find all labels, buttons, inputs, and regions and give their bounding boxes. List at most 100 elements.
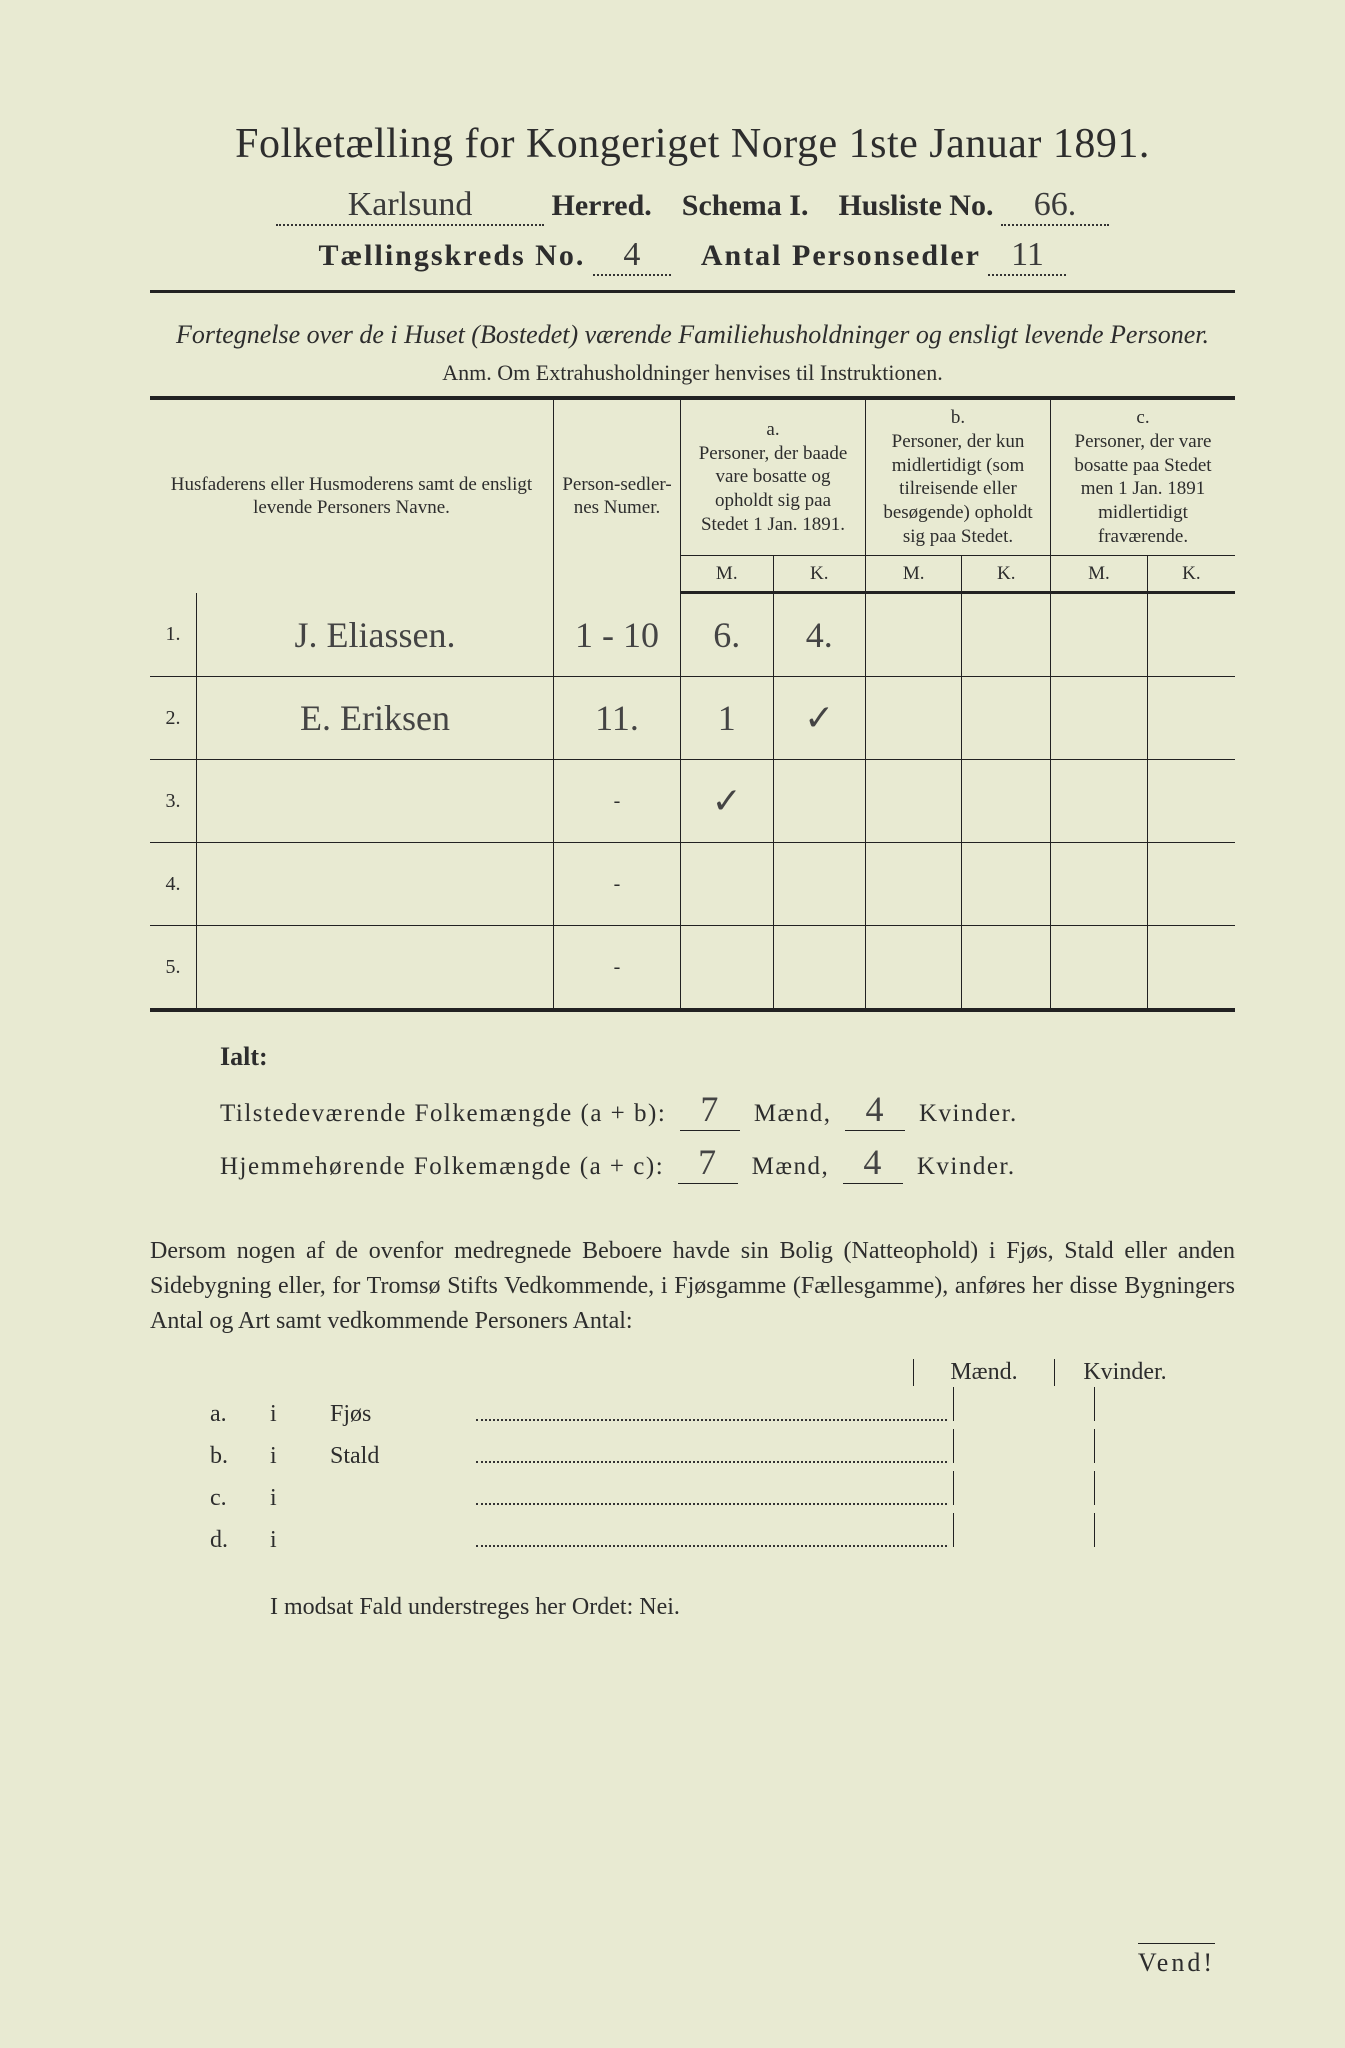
col-a-k: K. [773, 555, 866, 593]
herred-field[interactable]: Karlsund [276, 186, 544, 226]
col-b-text: Personer, der kun midlertidigt (som tilr… [874, 430, 1042, 549]
kvinder-label: Kvinder. [917, 1153, 1016, 1180]
divider [150, 290, 1235, 293]
col-b-header: b. Personer, der kun midlertidigt (som t… [866, 398, 1051, 555]
sublist-m[interactable] [953, 1513, 1094, 1547]
sublist-a: a. [210, 1401, 270, 1428]
sublist-row: c. i [210, 1470, 1235, 1512]
dotted-fill[interactable] [476, 1521, 947, 1547]
sublist-a: b. [210, 1443, 270, 1470]
row-a-k[interactable]: ✓ [804, 698, 834, 738]
sublist-m[interactable] [953, 1471, 1094, 1505]
col-name-header: Husfaderens eller Husmoderens samt de en… [150, 398, 554, 593]
col-a-header: a. Personer, der baade vare bosatte og o… [681, 398, 866, 555]
col-c-label: c. [1059, 406, 1227, 430]
antal-field[interactable]: 11 [988, 236, 1066, 276]
col-a-text: Personer, der baade vare bosatte og opho… [689, 442, 857, 537]
anm-note: Anm. Om Extrahusholdninger henvises til … [150, 360, 1235, 386]
dotted-fill[interactable] [476, 1395, 947, 1421]
row-a-m[interactable]: 1 [718, 698, 736, 738]
maend-label: Mænd, [752, 1153, 830, 1180]
summary2-k[interactable]: 4 [843, 1141, 903, 1184]
fortegnelse-heading: Fortegnelse over de i Huset (Bostedet) v… [150, 317, 1235, 352]
maend-label: Mænd, [754, 1100, 832, 1127]
dotted-fill[interactable] [476, 1479, 947, 1505]
col-a-m: M. [681, 555, 774, 593]
sublist-m[interactable] [953, 1429, 1094, 1463]
sublist-row: b. i Stald [210, 1428, 1235, 1470]
table-row: 5. - [150, 926, 1235, 1011]
row-pers[interactable]: - [614, 956, 621, 978]
summary1-m[interactable]: 7 [680, 1088, 740, 1131]
table-row: 4. - [150, 843, 1235, 926]
row-a-m[interactable]: 6. [713, 615, 740, 655]
census-form-page: Folketælling for Kongeriget Norge 1ste J… [0, 0, 1345, 2048]
sublist-i: i [270, 1443, 330, 1470]
husliste-label: Husliste No. [838, 189, 993, 222]
row-num: 2. [150, 677, 197, 760]
row-pers[interactable]: 11. [595, 698, 639, 738]
dotted-fill[interactable] [476, 1437, 947, 1463]
row-num: 4. [150, 843, 197, 926]
summary1-label: Tilstedeværende Folkemængde (a + b): [220, 1100, 666, 1127]
col-c-k: K. [1147, 555, 1235, 593]
table-row: 1. J. Eliassen. 1 - 10 6. 4. [150, 593, 1235, 677]
row-pers[interactable]: 1 - 10 [575, 615, 659, 655]
husliste-field[interactable]: 66. [1001, 186, 1109, 226]
row-a-m[interactable]: ✓ [712, 781, 742, 821]
sublist-label: Stald [330, 1443, 470, 1470]
sublist-label: Fjøs [330, 1401, 470, 1428]
col-pers-header: Person-sedler-nes Numer. [554, 398, 681, 593]
sublist-k[interactable] [1094, 1429, 1235, 1463]
kreds-field[interactable]: 4 [593, 236, 671, 276]
sublist-a: d. [210, 1527, 270, 1554]
sublist-i: i [270, 1485, 330, 1512]
sublist-i: i [270, 1527, 330, 1554]
row-num: 3. [150, 760, 197, 843]
sublist-row: a. i Fjøs [210, 1386, 1235, 1428]
sublist-a: c. [210, 1485, 270, 1512]
summary1-k[interactable]: 4 [845, 1088, 905, 1131]
col-a-label: a. [689, 418, 857, 442]
household-table: Husfaderens eller Husmoderens samt de en… [150, 396, 1235, 1012]
row-pers[interactable]: - [614, 873, 621, 895]
herred-label: Herred. [552, 189, 652, 222]
table-row: 3. - ✓ [150, 760, 1235, 843]
maend-col: Mænd. [913, 1359, 1054, 1386]
kreds-label: Tællingskreds No. [319, 239, 586, 272]
vend-label: Vend! [1138, 1943, 1215, 1978]
col-b-m: M. [866, 555, 962, 593]
col-c-header: c. Personer, der vare bosatte paa Stedet… [1051, 398, 1236, 555]
table-row: 2. E. Eriksen 11. 1 ✓ [150, 677, 1235, 760]
sublist-row: d. i [210, 1512, 1235, 1554]
page-title: Folketælling for Kongeriget Norge 1ste J… [150, 120, 1235, 168]
sublist-m[interactable] [953, 1387, 1094, 1421]
ialt-label: Ialt: [220, 1042, 1235, 1072]
row-pers[interactable]: - [614, 790, 621, 812]
col-c-m: M. [1051, 555, 1148, 593]
sublist-k[interactable] [1094, 1471, 1235, 1505]
header-line-1: Karlsund Herred. Schema I. Husliste No. … [150, 186, 1235, 226]
col-c-text: Personer, der vare bosatte paa Stedet me… [1059, 430, 1227, 549]
row-name[interactable]: E. Eriksen [300, 698, 450, 738]
schema-label: Schema I. [682, 189, 809, 222]
col-b-k: K. [962, 555, 1051, 593]
sublist-k[interactable] [1094, 1387, 1235, 1421]
header-line-2: Tællingskreds No. 4 Antal Personsedler 1… [150, 236, 1235, 276]
row-a-k[interactable]: 4. [806, 615, 833, 655]
summary-line-2: Hjemmehørende Folkemængde (a + c): 7 Mæn… [220, 1141, 1235, 1184]
sublist-k[interactable] [1094, 1513, 1235, 1547]
sublist-i: i [270, 1401, 330, 1428]
mk-subheader: Mænd.Kvinder. [913, 1359, 1195, 1386]
row-name[interactable]: J. Eliassen. [295, 615, 456, 655]
summary2-label: Hjemmehørende Folkemængde (a + c): [220, 1153, 664, 1180]
row-num: 5. [150, 926, 197, 1011]
kvinder-col: Kvinder. [1054, 1359, 1195, 1386]
summary-line-1: Tilstedeværende Folkemængde (a + b): 7 M… [220, 1088, 1235, 1131]
summary2-m[interactable]: 7 [678, 1141, 738, 1184]
antal-label: Antal Personsedler [701, 239, 981, 272]
row-num: 1. [150, 593, 197, 677]
building-paragraph: Dersom nogen af de ovenfor medregnede Be… [150, 1234, 1235, 1338]
modsat-line: I modsat Fald understreges her Ordet: Ne… [270, 1594, 1235, 1621]
building-sublist: a. i Fjøs b. i Stald c. i d. i [210, 1386, 1235, 1554]
